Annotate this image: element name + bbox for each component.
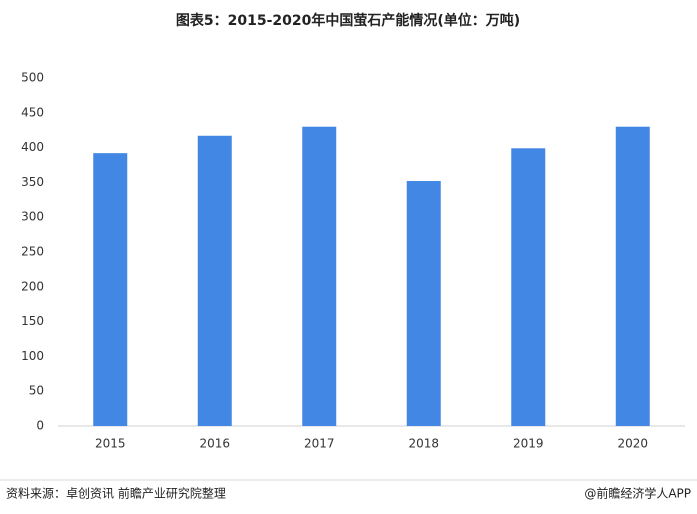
bar [511, 148, 546, 426]
y-tick-label: 200 [21, 279, 44, 293]
source-note: 资料来源：卓创资讯 前瞻产业研究院整理 [6, 486, 226, 501]
y-tick-label: 250 [21, 245, 44, 259]
x-tick-label: 2020 [617, 437, 648, 451]
y-tick-label: 150 [21, 314, 44, 328]
y-tick-label: 50 [29, 384, 44, 398]
x-tick-label: 2018 [408, 437, 439, 451]
x-tick-label: 2016 [199, 437, 230, 451]
bar [406, 181, 441, 426]
bar [197, 135, 232, 426]
y-tick-label: 0 [36, 419, 44, 433]
chart-title: 图表5：2015-2020年中国萤石产能情况(单位：万吨) [176, 12, 520, 29]
y-tick-label: 350 [21, 175, 44, 189]
y-tick-label: 500 [21, 71, 44, 85]
y-tick-label: 450 [21, 105, 44, 119]
y-tick-label: 400 [21, 140, 44, 154]
y-tick-label: 300 [21, 210, 44, 224]
bar [93, 153, 128, 426]
x-tick-label: 2015 [95, 437, 126, 451]
x-tick-label: 2019 [513, 437, 544, 451]
bar [615, 126, 650, 426]
credit: @前瞻经济学人APP [584, 486, 691, 501]
x-tick-label: 2017 [304, 437, 335, 451]
bar [302, 126, 337, 426]
y-tick-label: 100 [21, 349, 44, 363]
